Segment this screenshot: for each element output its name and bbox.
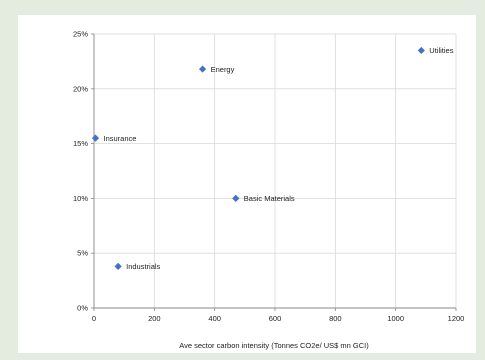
- x-tick-label: 200: [148, 314, 161, 323]
- data-point-label: Insurance: [104, 134, 137, 143]
- x-tick-label: 1200: [448, 314, 465, 323]
- y-tick-label: 0%: [77, 304, 88, 313]
- data-point-marker: [199, 65, 207, 73]
- data-point-label: Industrials: [126, 262, 160, 271]
- data-point-marker: [91, 134, 100, 142]
- tick-labels: 0 200 400 600 800 1000 1200 0% 5% 10% 15% 20% 25%: [73, 30, 464, 324]
- x-axis-title: Ave sector carbon intensity (Tonnes CO2e…: [179, 341, 369, 350]
- scatter-chart: 0 200 400 600 800 1000 1200 0% 5% 10% 15% 20% 25% Ut…: [73, 30, 464, 351]
- y-tick-label: 5%: [77, 249, 88, 258]
- y-tick-label: 15%: [73, 139, 88, 148]
- data-point-marker: [114, 262, 122, 270]
- data-point-label: Energy: [211, 65, 235, 74]
- y-tick-label: 20%: [73, 84, 88, 93]
- x-tick-label: 800: [329, 314, 342, 323]
- data-point-label: Utilities: [429, 46, 453, 55]
- data-point-marker: [417, 46, 425, 55]
- y-tick-label: 10%: [73, 194, 88, 203]
- data-point-label: Basic Materials: [244, 194, 295, 203]
- x-tick-label: 0: [92, 314, 96, 323]
- axes: [91, 33, 457, 311]
- x-tick-label: 400: [208, 314, 221, 323]
- data-points: Utilities Energy Insurance Basic Materials I…: [91, 46, 454, 271]
- data-point-marker: [232, 194, 240, 202]
- x-tick-label: 1000: [387, 314, 404, 323]
- x-tick-label: 600: [269, 314, 282, 323]
- grid: [93, 33, 457, 309]
- chart-panel: 0 200 400 600 800 1000 1200 0% 5% 10% 15% 20% 25% Ut…: [18, 15, 476, 353]
- y-tick-label: 25%: [73, 30, 88, 39]
